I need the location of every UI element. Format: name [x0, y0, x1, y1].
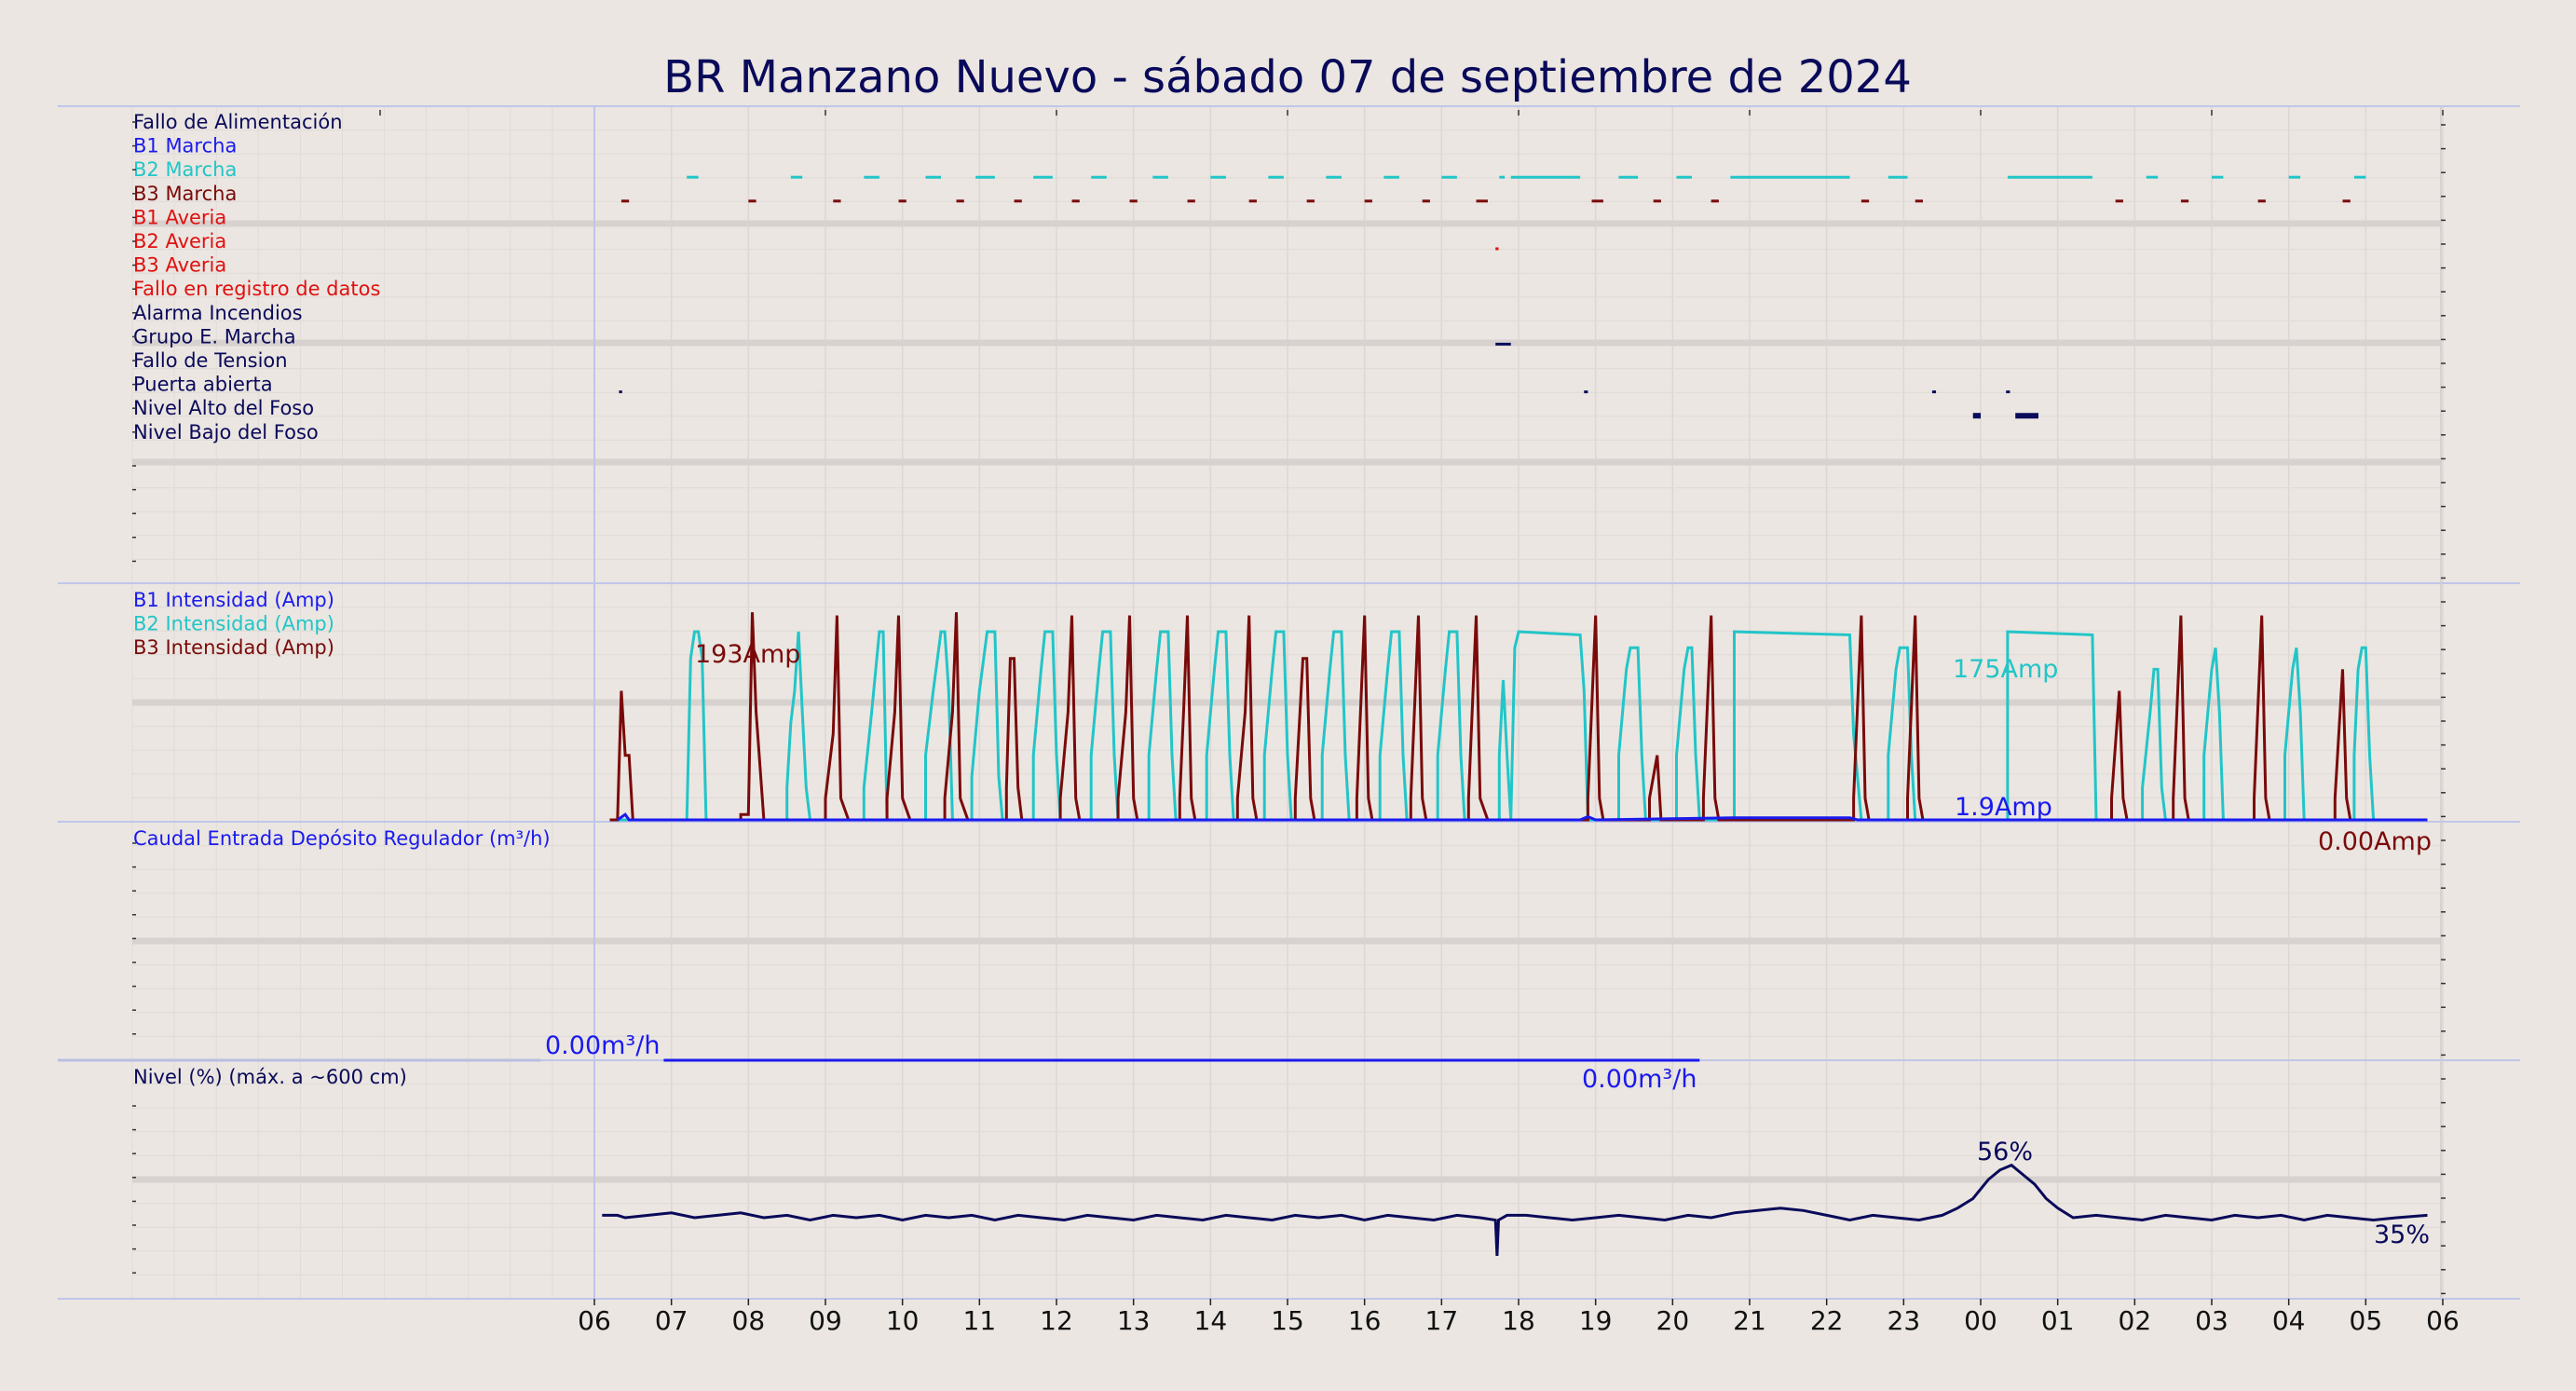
x-tick-label: 03: [2195, 1305, 2228, 1336]
state-label: Alarma Incendios: [133, 302, 303, 324]
x-tick-label: 16: [1348, 1305, 1382, 1336]
series-line: [602, 1163, 2428, 1256]
legend-entry: Nivel (%) (máx. a ~600 cm): [133, 1066, 407, 1088]
annotation-last: 0.00m³/h: [1582, 1065, 1697, 1094]
annotation-b1: 1.9Amp: [1955, 793, 2052, 822]
state-label: Grupo E. Marcha: [133, 325, 296, 348]
x-tick-label: 02: [2119, 1305, 2152, 1336]
x-tick-label: 15: [1271, 1305, 1304, 1336]
annotation-max-b3: 193Amp: [695, 640, 800, 669]
legend-entry: B1 Intensidad (Amp): [133, 589, 334, 611]
grid: [131, 105, 2444, 1300]
x-tick-label: 05: [2350, 1305, 2383, 1336]
state-label: B1 Marcha: [133, 135, 237, 157]
x-tick-label: 13: [1117, 1305, 1151, 1336]
state-label: Fallo de Tension: [133, 349, 288, 372]
state-label: Puerta abierta: [133, 374, 273, 396]
x-tick-label: 22: [1810, 1305, 1844, 1336]
x-tick-label: 18: [1502, 1305, 1535, 1336]
x-tick-label: 23: [1888, 1305, 1921, 1336]
annotation-max-b2: 175Amp: [1953, 655, 2058, 684]
annotation-max: 56%: [1977, 1138, 2033, 1166]
x-tick-label: 10: [886, 1305, 920, 1336]
x-tick-label: 06: [2426, 1305, 2460, 1336]
legend-entry: B2 Intensidad (Amp): [133, 613, 334, 635]
x-tick-label: 11: [963, 1305, 997, 1336]
state-label: Fallo en registro de datos: [133, 278, 380, 300]
annotation-last: 35%: [2374, 1221, 2430, 1249]
x-tick-label: 09: [809, 1305, 842, 1336]
legend-entry: B3 Intensidad (Amp): [133, 636, 334, 659]
x-tick-label: 17: [1425, 1305, 1459, 1336]
state-label: B3 Averia: [133, 254, 226, 277]
state-label: Nivel Alto del Foso: [133, 397, 314, 419]
x-tick-label: 07: [655, 1305, 688, 1336]
legend-entry: Caudal Entrada Depósito Regulador (m³/h): [133, 827, 551, 850]
x-tick-label: 14: [1194, 1305, 1228, 1336]
state-label: Fallo de Alimentación: [133, 111, 343, 133]
annotation-first: 0.00m³/h: [545, 1031, 660, 1060]
state-label: B1 Averia: [133, 206, 226, 228]
x-tick-label: 00: [1964, 1305, 1997, 1336]
x-tick-label: 21: [1733, 1305, 1766, 1336]
series-line: [616, 812, 2428, 822]
x-tick-label: 12: [1040, 1305, 1073, 1336]
x-tick-label: 01: [2041, 1305, 2075, 1336]
x-tick-label: 04: [2272, 1305, 2306, 1336]
x-tick-label: 20: [1656, 1305, 1690, 1336]
state-label: B2 Averia: [133, 230, 226, 252]
chart-title: BR Manzano Nuevo - sábado 07 de septiemb…: [663, 51, 1912, 103]
x-tick-label: 19: [1579, 1305, 1613, 1336]
state-label: Nivel Bajo del Foso: [133, 421, 319, 443]
x-tick-label: 08: [732, 1305, 766, 1336]
annotation-last: 0.00Amp: [2318, 827, 2432, 856]
state-label: B2 Marcha: [133, 158, 237, 181]
x-tick-label: 06: [578, 1305, 611, 1336]
state-label: B3 Marcha: [133, 183, 237, 205]
